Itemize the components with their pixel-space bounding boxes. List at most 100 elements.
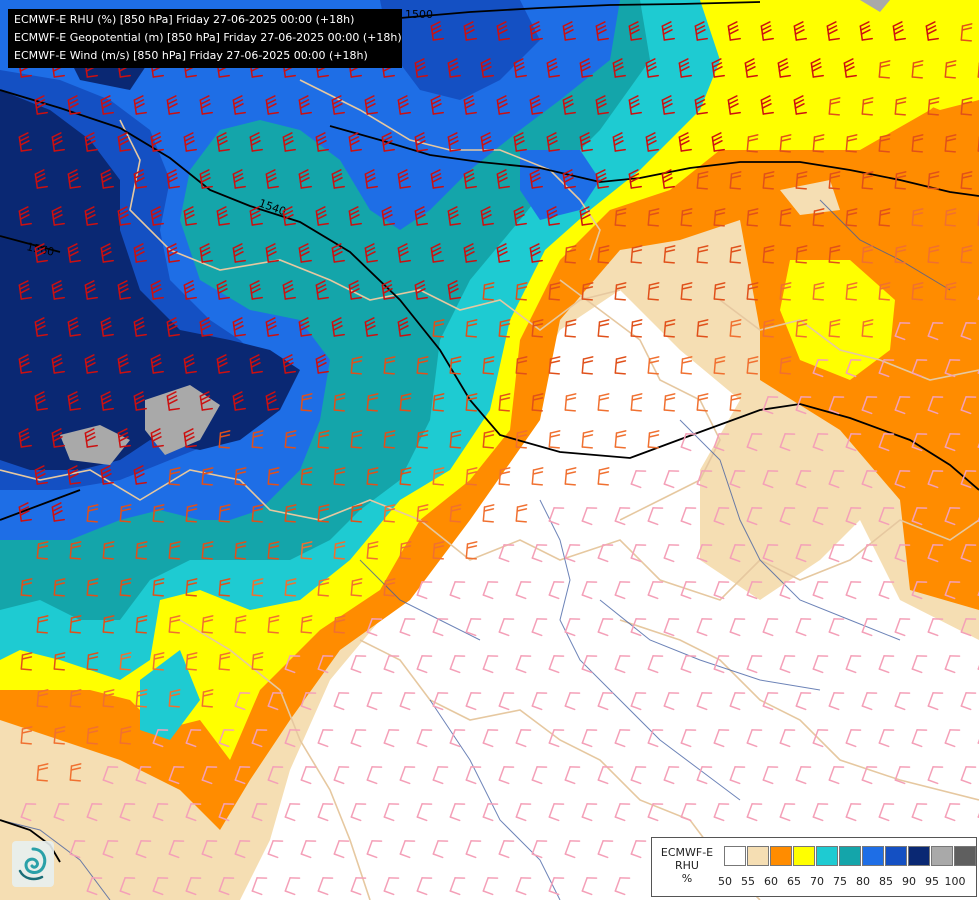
wind-barb-icon bbox=[267, 766, 284, 785]
wind-barb-icon bbox=[199, 391, 213, 411]
wind-barb-icon bbox=[597, 840, 614, 859]
wind-barb-icon bbox=[102, 689, 115, 708]
wind-barb-icon bbox=[53, 726, 66, 745]
header-rhu-line: ECMWF-E RHU (%) [850 hPa] Friday 27-06-2… bbox=[14, 13, 355, 26]
wind-barb-icon bbox=[317, 877, 334, 896]
wind-barb-icon bbox=[663, 692, 680, 711]
wind-barb-icon bbox=[546, 206, 560, 226]
wind-barb-icon bbox=[812, 729, 829, 748]
wind-barb-icon bbox=[234, 467, 247, 486]
wind-barb-icon bbox=[531, 618, 548, 637]
wind-barb-icon bbox=[548, 877, 565, 896]
legend-tick: 60 bbox=[764, 875, 778, 888]
wind-barb-icon bbox=[152, 803, 169, 822]
wind-barb-icon bbox=[531, 544, 548, 563]
wind-barb-icon bbox=[597, 544, 614, 563]
wind-barb-icon bbox=[647, 208, 660, 227]
wind-barb-icon bbox=[579, 206, 593, 226]
wind-barb-icon bbox=[416, 877, 433, 896]
wind-barb-icon bbox=[562, 169, 576, 189]
wind-barb-icon bbox=[663, 470, 680, 489]
wind-barb-icon bbox=[84, 428, 98, 448]
wind-barb-icon bbox=[960, 692, 977, 711]
legend-swatch bbox=[816, 846, 838, 866]
wind-barb-icon bbox=[845, 433, 862, 452]
wind-barb-icon bbox=[746, 803, 763, 822]
wind-barb-icon bbox=[383, 578, 396, 597]
wind-barb-icon bbox=[249, 206, 263, 226]
wind-barb-icon bbox=[960, 766, 977, 785]
wind-barb-icon bbox=[713, 282, 726, 301]
wind-barb-icon bbox=[630, 393, 643, 412]
legend-swatch bbox=[770, 846, 792, 866]
wind-barb-icon bbox=[51, 502, 65, 522]
wind-barb-icon bbox=[432, 840, 449, 859]
wind-barb-icon bbox=[894, 470, 911, 489]
wind-barb-icon bbox=[694, 95, 708, 115]
wind-barb-icon bbox=[465, 467, 478, 486]
wind-barb-icon bbox=[449, 581, 466, 600]
wind-barb-icon bbox=[630, 319, 643, 338]
wind-barb-icon bbox=[845, 729, 862, 748]
wind-barb-icon bbox=[282, 132, 296, 152]
wind-barb-icon bbox=[845, 359, 862, 378]
wind-barb-icon bbox=[284, 504, 297, 523]
wind-barb-icon bbox=[399, 840, 416, 859]
wind-barb-icon bbox=[86, 578, 99, 597]
wind-barb-icon bbox=[201, 615, 214, 634]
wind-barb-icon bbox=[317, 578, 330, 597]
wind-barb-icon bbox=[251, 504, 264, 523]
wind-barb-icon bbox=[630, 840, 647, 859]
wind-barb-icon bbox=[810, 58, 824, 78]
wind-barb-icon bbox=[300, 615, 313, 634]
wind-barb-icon bbox=[762, 766, 779, 785]
wind-barb-icon bbox=[779, 729, 796, 748]
wind-barb-icon bbox=[166, 169, 180, 189]
wind-barb-icon bbox=[102, 615, 115, 634]
wind-barb-icon bbox=[777, 58, 791, 78]
wind-barb-icon bbox=[480, 132, 494, 152]
wind-barb-icon bbox=[84, 354, 98, 374]
wind-barb-icon bbox=[51, 132, 65, 152]
wind-barb-icon bbox=[795, 766, 812, 785]
wind-barb-icon bbox=[515, 282, 528, 301]
wind-barb-icon bbox=[152, 504, 165, 523]
wind-barb-icon bbox=[927, 322, 944, 341]
wind-barb-icon bbox=[729, 393, 742, 412]
wind-barb-icon bbox=[199, 243, 213, 263]
wind-barb-icon bbox=[779, 507, 796, 526]
wind-barb-icon bbox=[894, 618, 911, 637]
wind-barb-icon bbox=[762, 319, 775, 338]
wind-barb-icon bbox=[201, 541, 214, 560]
wind-barb-icon bbox=[317, 803, 334, 822]
wind-barb-icon bbox=[315, 280, 329, 300]
wind-barb-icon bbox=[894, 692, 911, 711]
wind-barb-icon bbox=[317, 729, 334, 748]
wind-barb-icon bbox=[779, 356, 792, 375]
wind-barb-icon bbox=[168, 840, 185, 859]
wind-barb-icon bbox=[133, 317, 147, 337]
wind-barb-icon bbox=[944, 208, 957, 227]
wind-barb-icon bbox=[300, 840, 317, 859]
wind-barb-icon bbox=[432, 618, 449, 637]
wind-barb-icon bbox=[449, 356, 462, 375]
wind-barb-icon bbox=[463, 243, 477, 263]
wind-barb-icon bbox=[199, 317, 213, 337]
wind-barb-icon bbox=[86, 726, 99, 745]
wind-barb-icon bbox=[595, 21, 609, 41]
wind-barb-icon bbox=[265, 317, 279, 337]
wind-barb-icon bbox=[84, 280, 98, 300]
wind-barb-icon bbox=[51, 206, 65, 226]
wind-barb-icon bbox=[166, 243, 180, 263]
wind-barb-icon bbox=[762, 618, 779, 637]
wind-barb-icon bbox=[249, 132, 263, 152]
wind-barb-icon bbox=[300, 467, 313, 486]
wind-barb-icon bbox=[894, 396, 911, 415]
legend-tick: 55 bbox=[741, 875, 755, 888]
wind-barb-icon bbox=[812, 359, 829, 378]
wind-barb-icon bbox=[878, 134, 891, 153]
wind-barb-icon bbox=[282, 206, 296, 226]
rhu-band-65-north bbox=[700, 0, 979, 110]
wind-barb-icon bbox=[69, 541, 82, 560]
